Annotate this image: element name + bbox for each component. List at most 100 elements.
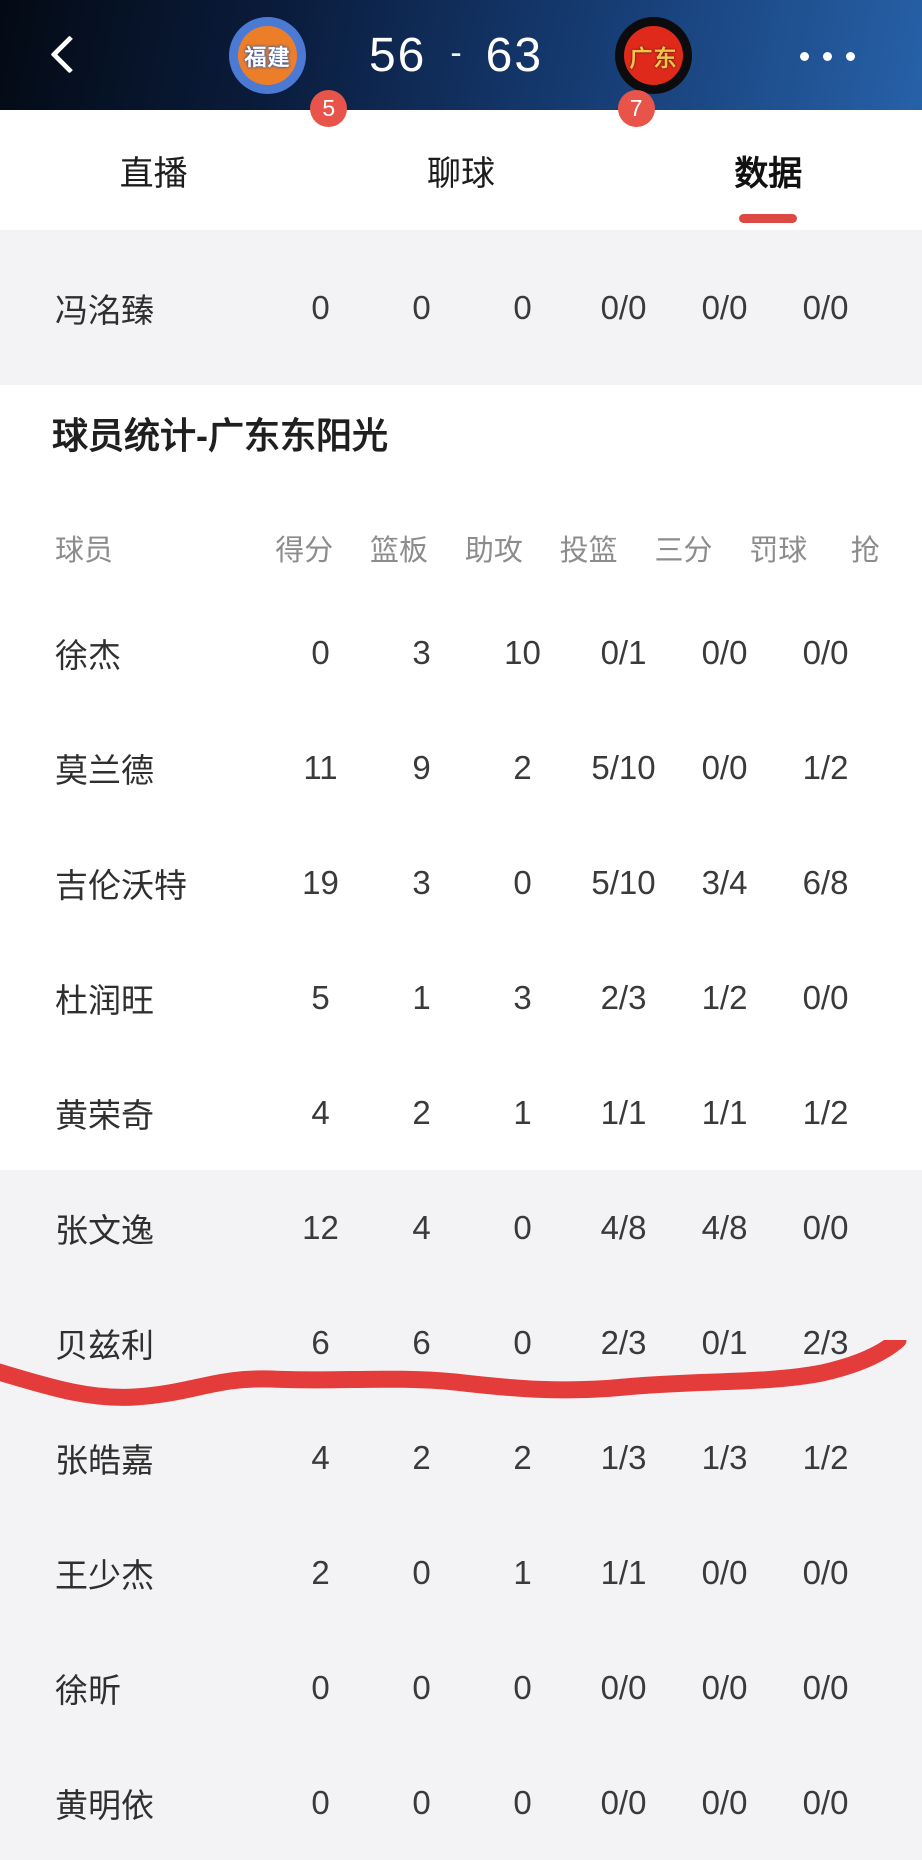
tab-chat[interactable]: 聊球 7 — [307, 90, 655, 230]
tab-live-label: 直播 — [119, 154, 188, 193]
column-header-player: 球员 — [55, 534, 114, 567]
stat-value: 0/0 — [802, 1208, 849, 1246]
stat-value: 0 — [513, 288, 532, 326]
table-row[interactable]: 吉伦沃特 19 3 0 5/10 3/4 6/8 — [0, 825, 922, 940]
stat-value: 0 — [412, 1783, 431, 1821]
player-name: 冯洺臻 — [55, 291, 154, 329]
stat-value: 0/1 — [701, 1323, 748, 1361]
stat-value: 0 — [412, 1553, 431, 1591]
section-title: 球员统计-广东东阳光 — [52, 414, 388, 456]
home-score: 56 — [368, 28, 427, 82]
away-team-badge: 广东 — [615, 17, 692, 94]
stat-value: 2 — [513, 1438, 532, 1476]
column-header-ft: 罚球 — [749, 534, 808, 567]
stat-value: 2 — [513, 748, 532, 786]
stat-value: 0/0 — [802, 1553, 849, 1591]
stat-value: 0/0 — [701, 1783, 748, 1821]
table-header-row: 球员 得分 篮板 助攻 投篮 三分 罚球 抢 — [0, 480, 922, 595]
stat-value: 4 — [311, 1093, 330, 1131]
table-row[interactable]: 杜润旺 5 1 3 2/3 1/2 0/0 — [0, 940, 922, 1055]
stat-value: 2/3 — [600, 1323, 647, 1361]
stat-value: 5 — [311, 978, 330, 1016]
table-row[interactable]: 徐杰 0 3 10 0/1 0/0 0/0 — [0, 595, 922, 710]
player-name: 杜润旺 — [55, 981, 154, 1019]
player-name: 徐杰 — [55, 636, 121, 674]
stat-value: 1/2 — [802, 1093, 849, 1131]
stat-value: 1 — [513, 1553, 532, 1591]
stat-value: 0/0 — [701, 633, 748, 671]
stat-value: 0 — [311, 288, 330, 326]
column-header-steals-cut: 抢 — [850, 534, 880, 567]
table-row[interactable]: 莫兰德 11 9 2 5/10 0/0 1/2 — [0, 710, 922, 825]
tab-bar: 直播 5 聊球 7 数据 — [0, 90, 922, 230]
player-name: 贝兹利 — [55, 1326, 154, 1364]
stat-value: 0/0 — [701, 288, 748, 326]
table-row[interactable]: 黄明依 0 0 0 0/0 0/0 0/0 — [0, 1745, 922, 1860]
stat-value: 6 — [311, 1323, 330, 1361]
tab-live[interactable]: 直播 5 — [0, 90, 348, 230]
column-header-points: 得分 — [275, 534, 334, 567]
player-name: 黄明依 — [55, 1786, 154, 1824]
tab-data-label: 数据 — [734, 154, 803, 193]
match-score: 56 - 63 — [369, 0, 543, 110]
stat-value: 0 — [513, 1783, 532, 1821]
away-team-name: 广东 — [624, 26, 683, 85]
table-row[interactable]: 徐昕 0 0 0 0/0 0/0 0/0 — [0, 1630, 922, 1745]
stat-value: 1/2 — [802, 1438, 849, 1476]
more-icon[interactable] — [800, 49, 864, 63]
home-team-stats-strip: 冯洺臻 0 0 0 0/0 0/0 0/0 — [0, 230, 922, 385]
stats-rows: 徐杰 0 3 10 0/1 0/0 0/0 莫兰德 11 9 2 5/10 0/0 1/2 吉伦沃特 19 3 0… — [0, 595, 922, 1860]
stat-value: 1/3 — [600, 1438, 647, 1476]
stat-value: 0/1 — [600, 633, 647, 671]
stat-value: 1/1 — [600, 1093, 647, 1131]
stat-value: 0/0 — [802, 978, 849, 1016]
player-name: 张皓嘉 — [55, 1441, 154, 1479]
table-row[interactable]: 张皓嘉 4 2 2 1/3 1/3 1/2 — [0, 1400, 922, 1515]
stat-value: 4 — [412, 1208, 431, 1246]
stat-value: 4 — [311, 1438, 330, 1476]
table-row[interactable]: 张文逸 12 4 0 4/8 4/8 0/0 — [0, 1170, 922, 1285]
stat-value: 0 — [513, 1668, 532, 1706]
back-icon[interactable] — [50, 37, 84, 71]
match-header: 福建 56 - 63 广东 — [0, 0, 922, 110]
column-header-assists: 助攻 — [464, 534, 523, 567]
tab-data[interactable]: 数据 — [615, 110, 922, 230]
player-name: 王少杰 — [55, 1556, 154, 1594]
stat-value: 0 — [513, 863, 532, 901]
table-row[interactable]: 黄荣奇 4 2 1 1/1 1/1 1/2 — [0, 1055, 922, 1170]
stat-value: 3 — [513, 978, 532, 1016]
stat-value: 2 — [412, 1438, 431, 1476]
stat-value: 1/1 — [701, 1093, 748, 1131]
stat-value: 1/2 — [701, 978, 748, 1016]
stat-value: 5/10 — [591, 748, 656, 786]
stat-value: 2/3 — [802, 1323, 849, 1361]
stat-value: 1/3 — [701, 1438, 748, 1476]
stat-value: 3 — [412, 633, 431, 671]
stat-value: 2/3 — [600, 978, 647, 1016]
stat-value: 0/0 — [802, 1668, 849, 1706]
stat-value: 3 — [412, 863, 431, 901]
player-name: 黄荣奇 — [55, 1096, 154, 1134]
home-team-name: 福建 — [238, 26, 297, 85]
player-stats-section: 球员统计-广东东阳光 球员 得分 篮板 助攻 投篮 三分 罚球 抢 徐杰 0 3 1 0… — [0, 385, 922, 1860]
stat-value: 0 — [513, 1323, 532, 1361]
stat-value: 0/0 — [600, 288, 647, 326]
stat-value: 2 — [412, 1093, 431, 1131]
stat-value: 0 — [311, 633, 330, 671]
stat-value: 0/0 — [600, 1668, 647, 1706]
stat-value: 2 — [311, 1553, 330, 1591]
stat-value: 0 — [513, 1208, 532, 1246]
stat-value: 0/0 — [701, 1668, 748, 1706]
player-name: 张文逸 — [55, 1211, 154, 1249]
active-tab-underline — [739, 214, 798, 223]
stat-value: 0/0 — [701, 1553, 748, 1591]
table-row[interactable]: 冯洺臻 0 0 0 0/0 0/0 0/0 — [0, 230, 922, 385]
table-row[interactable]: 贝兹利 6 6 0 2/3 0/1 2/3 — [0, 1285, 922, 1400]
stat-value: 1 — [513, 1093, 532, 1131]
stat-value: 0 — [311, 1668, 330, 1706]
stat-value: 5/10 — [591, 863, 656, 901]
tab-chat-label: 聊球 — [426, 154, 495, 193]
stat-value: 6/8 — [802, 863, 849, 901]
tab-chat-badge: 7 — [617, 90, 655, 127]
table-row[interactable]: 王少杰 2 0 1 1/1 0/0 0/0 — [0, 1515, 922, 1630]
